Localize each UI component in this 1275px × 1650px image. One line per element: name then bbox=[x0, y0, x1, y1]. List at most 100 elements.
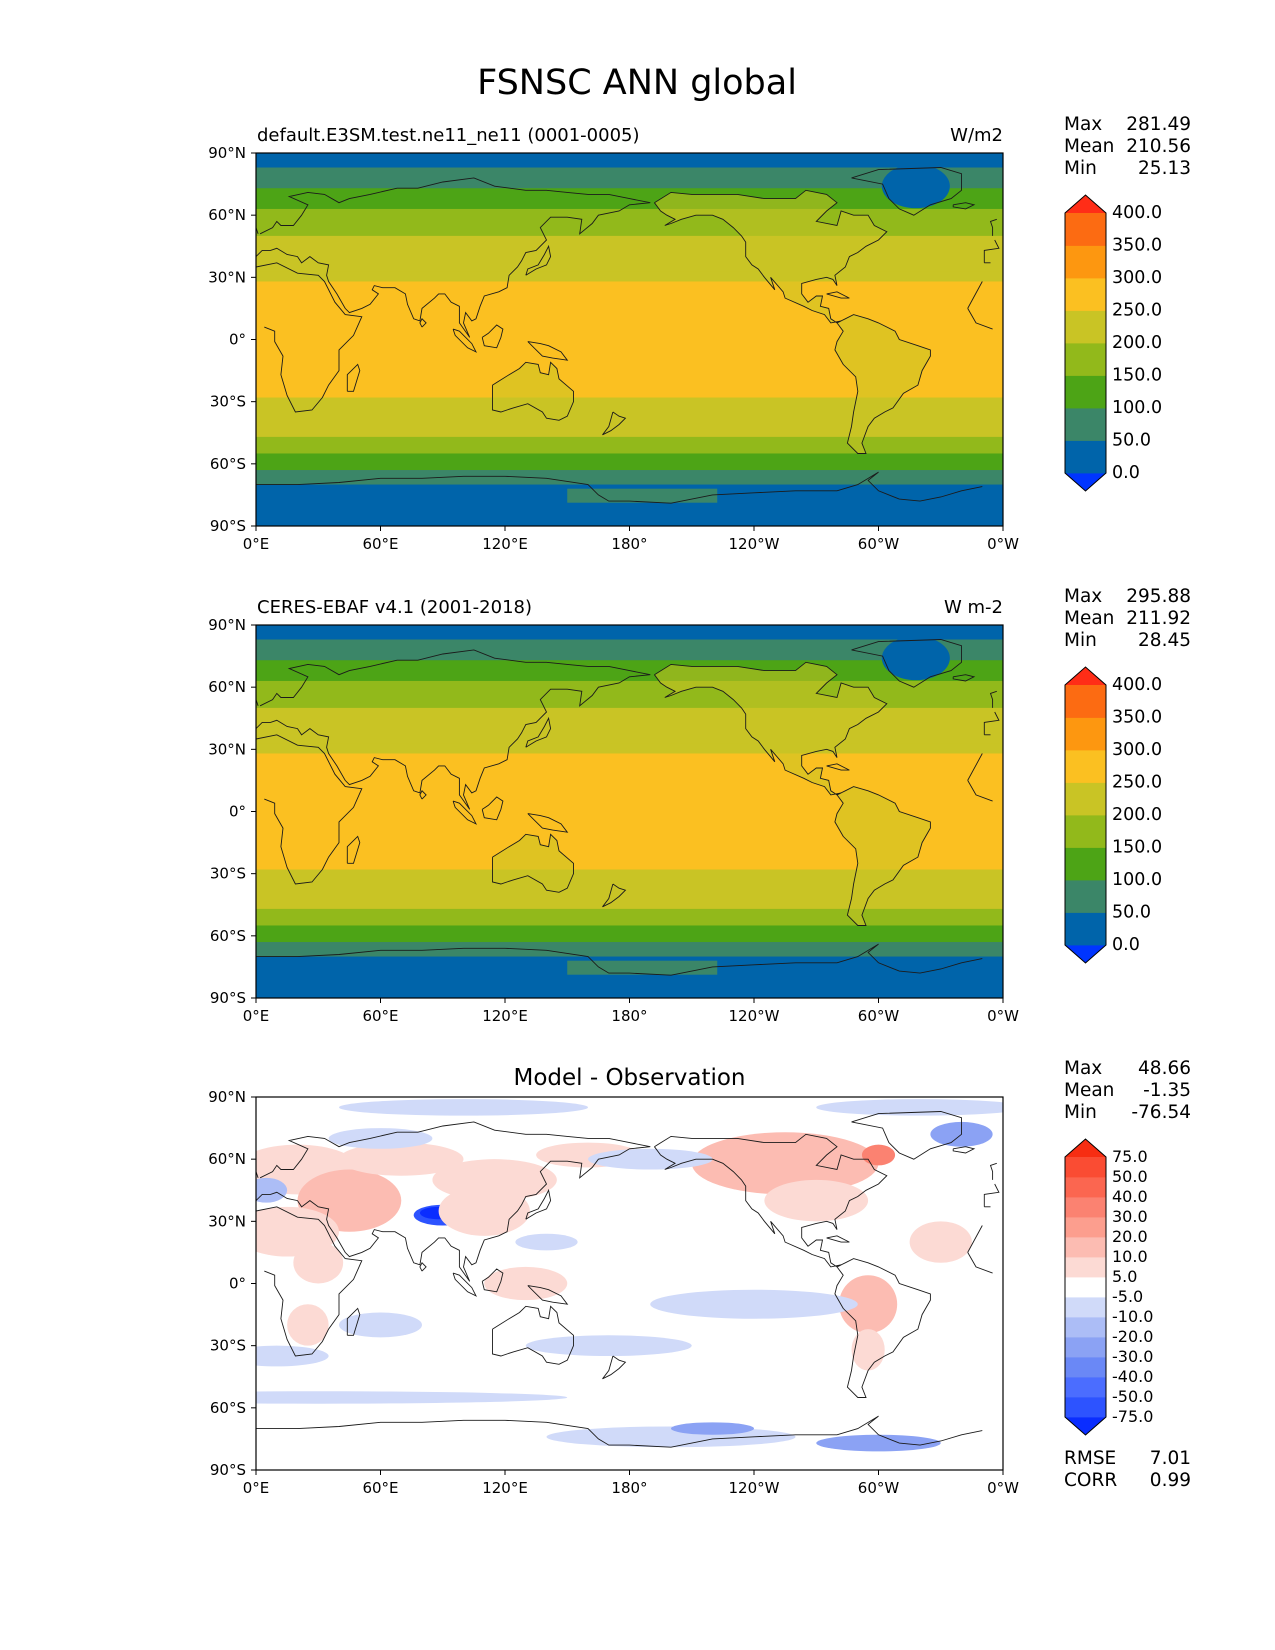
colorbar-segment bbox=[1065, 1317, 1106, 1338]
lat-tick-label: 30°N bbox=[208, 1212, 246, 1230]
lon-tick-label: 120°E bbox=[482, 1479, 528, 1497]
colorbar-extend-high bbox=[1065, 667, 1106, 685]
lon-tick-label: 180° bbox=[611, 1479, 647, 1497]
lon-tick-label: 60°W bbox=[858, 535, 900, 553]
stat-value: 295.88 bbox=[1126, 586, 1191, 607]
lat-tick-label: 0° bbox=[229, 803, 246, 821]
lat-tick-label: 60°S bbox=[210, 455, 246, 473]
colorbar-tick-label: 100.0 bbox=[1112, 870, 1162, 890]
colorbar-segment bbox=[1065, 1397, 1106, 1418]
lon-tick-label: 60°W bbox=[858, 1479, 900, 1497]
lon-tick-label: 180° bbox=[611, 1007, 647, 1025]
lat-tick-label: 60°N bbox=[208, 206, 246, 224]
metric-value: 7.01 bbox=[1150, 1448, 1191, 1469]
colorbar-tick-label: 40.0 bbox=[1112, 1187, 1148, 1206]
colorbar-tick-label: 350.0 bbox=[1112, 236, 1162, 256]
lat-tick-label: 30°N bbox=[208, 740, 246, 758]
colorbar-tick-label: 50.0 bbox=[1112, 1167, 1148, 1186]
lon-tick-label: 60°E bbox=[362, 1007, 398, 1025]
lat-tick-label: 30°S bbox=[210, 1337, 246, 1355]
lat-tick-label: 90°N bbox=[208, 144, 246, 162]
colorbar-segment bbox=[1065, 1277, 1106, 1298]
colorbar-segment bbox=[1065, 1357, 1106, 1378]
colorbar-segment bbox=[1065, 847, 1106, 881]
lat-tick-label: 60°N bbox=[208, 678, 246, 696]
lat-tick-label: 90°S bbox=[210, 989, 246, 1007]
colorbar-tick-label: 300.0 bbox=[1112, 268, 1162, 288]
metric-value: 0.99 bbox=[1150, 1470, 1191, 1491]
colorbar-tick-label: 300.0 bbox=[1112, 740, 1162, 760]
colorbar-extend-high bbox=[1065, 1139, 1106, 1157]
stat-value: 211.92 bbox=[1126, 608, 1191, 629]
lat-tick-label: 0° bbox=[229, 1275, 246, 1293]
colorbar-segment bbox=[1065, 1297, 1106, 1318]
colorbar-segment bbox=[1065, 1377, 1106, 1398]
stat-value: 48.66 bbox=[1138, 1058, 1191, 1079]
stat-value: 25.13 bbox=[1138, 158, 1191, 179]
colorbar-tick-label: 250.0 bbox=[1112, 301, 1162, 321]
stat-label: Min bbox=[1064, 1102, 1097, 1123]
colorbar-segment bbox=[1065, 1217, 1106, 1238]
map-panel-reference: 90°N 60°N 30°N 0° 30°S 60°S 90°S0°E 60°E 120°E 18… bbox=[208, 586, 1191, 1025]
colorbar-tick-label: 30.0 bbox=[1112, 1207, 1148, 1226]
colorbar-tick-label: 250.0 bbox=[1112, 773, 1162, 793]
lon-tick-label: 0°E bbox=[243, 1479, 270, 1497]
colorbar-segment bbox=[1065, 245, 1106, 279]
stat-label: Max bbox=[1064, 1058, 1102, 1079]
lon-tick-label: 60°E bbox=[362, 535, 398, 553]
colorbar-tick-label: 200.0 bbox=[1112, 805, 1162, 825]
colorbar-tick-label: -20.0 bbox=[1112, 1327, 1153, 1346]
lon-tick-label: 180° bbox=[611, 535, 647, 553]
colorbar-extend-low bbox=[1065, 945, 1106, 963]
colorbar-segment bbox=[1065, 782, 1106, 816]
colorbar-tick-label: 75.0 bbox=[1112, 1147, 1148, 1166]
colorbar-tick-label: 150.0 bbox=[1112, 366, 1162, 386]
stat-value: 28.45 bbox=[1138, 630, 1191, 651]
map-panel-test: 90°N 60°N 30°N 0° 30°S 60°S 90°S0°E 60°E 120°E 18… bbox=[208, 114, 1191, 553]
lat-tick-label: 60°N bbox=[208, 1150, 246, 1168]
colorbar-segment bbox=[1065, 1197, 1106, 1218]
colorbar-segment bbox=[1065, 375, 1106, 409]
colorbar-tick-label: -30.0 bbox=[1112, 1347, 1153, 1366]
lon-tick-label: 0°W bbox=[987, 1479, 1019, 1497]
lon-tick-label: 60°W bbox=[858, 1007, 900, 1025]
colorbar-extend-low bbox=[1065, 1417, 1106, 1435]
panel-units: W/m2 bbox=[950, 125, 1003, 146]
colorbar-segment bbox=[1065, 1157, 1106, 1178]
colorbar-tick-label: -75.0 bbox=[1112, 1407, 1153, 1426]
lon-tick-label: 0°E bbox=[243, 535, 270, 553]
lat-tick-label: 60°S bbox=[210, 1399, 246, 1417]
lon-tick-label: 120°W bbox=[729, 1479, 780, 1497]
lat-tick-label: 90°N bbox=[208, 1088, 246, 1106]
colorbar-segment bbox=[1065, 213, 1106, 246]
colorbar-segment bbox=[1065, 1237, 1106, 1258]
colorbar-tick-label: 5.0 bbox=[1112, 1267, 1137, 1286]
stat-value: 210.56 bbox=[1126, 136, 1191, 157]
stat-label: Min bbox=[1064, 630, 1097, 651]
stat-value: -76.54 bbox=[1131, 1102, 1191, 1123]
lat-tick-label: 90°S bbox=[210, 1461, 246, 1479]
lon-tick-label: 120°E bbox=[482, 535, 528, 553]
lat-tick-label: 30°S bbox=[210, 393, 246, 411]
colorbar-tick-label: 10.0 bbox=[1112, 1247, 1148, 1266]
colorbar-tick-label: 50.0 bbox=[1112, 431, 1151, 451]
colorbar-extend-low bbox=[1065, 473, 1106, 491]
colorbar: 75.050.040.030.020.010.05.0-5.0-10.0-20.… bbox=[1064, 1138, 1153, 1436]
colorbar-extend-high bbox=[1065, 195, 1106, 213]
panel-left-label: CERES-EBAF v4.1 (2001-2018) bbox=[257, 597, 532, 618]
colorbar-segment bbox=[1065, 310, 1106, 344]
stat-value: 281.49 bbox=[1126, 114, 1191, 135]
colorbar-segment bbox=[1065, 1257, 1106, 1278]
lon-tick-label: 120°E bbox=[482, 1007, 528, 1025]
stat-label: Mean bbox=[1064, 608, 1114, 629]
colorbar: 400.0 350.0 300.0 250.0 200.0 150.0 100.0 50.0 0… bbox=[1064, 194, 1162, 492]
lat-tick-label: 60°S bbox=[210, 927, 246, 945]
colorbar-segment bbox=[1065, 815, 1106, 848]
colorbar-tick-label: 100.0 bbox=[1112, 398, 1162, 418]
colorbar-tick-label: 0.0 bbox=[1112, 935, 1140, 955]
colorbar-tick-label: 350.0 bbox=[1112, 708, 1162, 728]
metric-label: RMSE bbox=[1064, 1448, 1116, 1469]
colorbar-tick-label: 50.0 bbox=[1112, 903, 1151, 923]
colorbar-tick-label: 20.0 bbox=[1112, 1227, 1148, 1246]
